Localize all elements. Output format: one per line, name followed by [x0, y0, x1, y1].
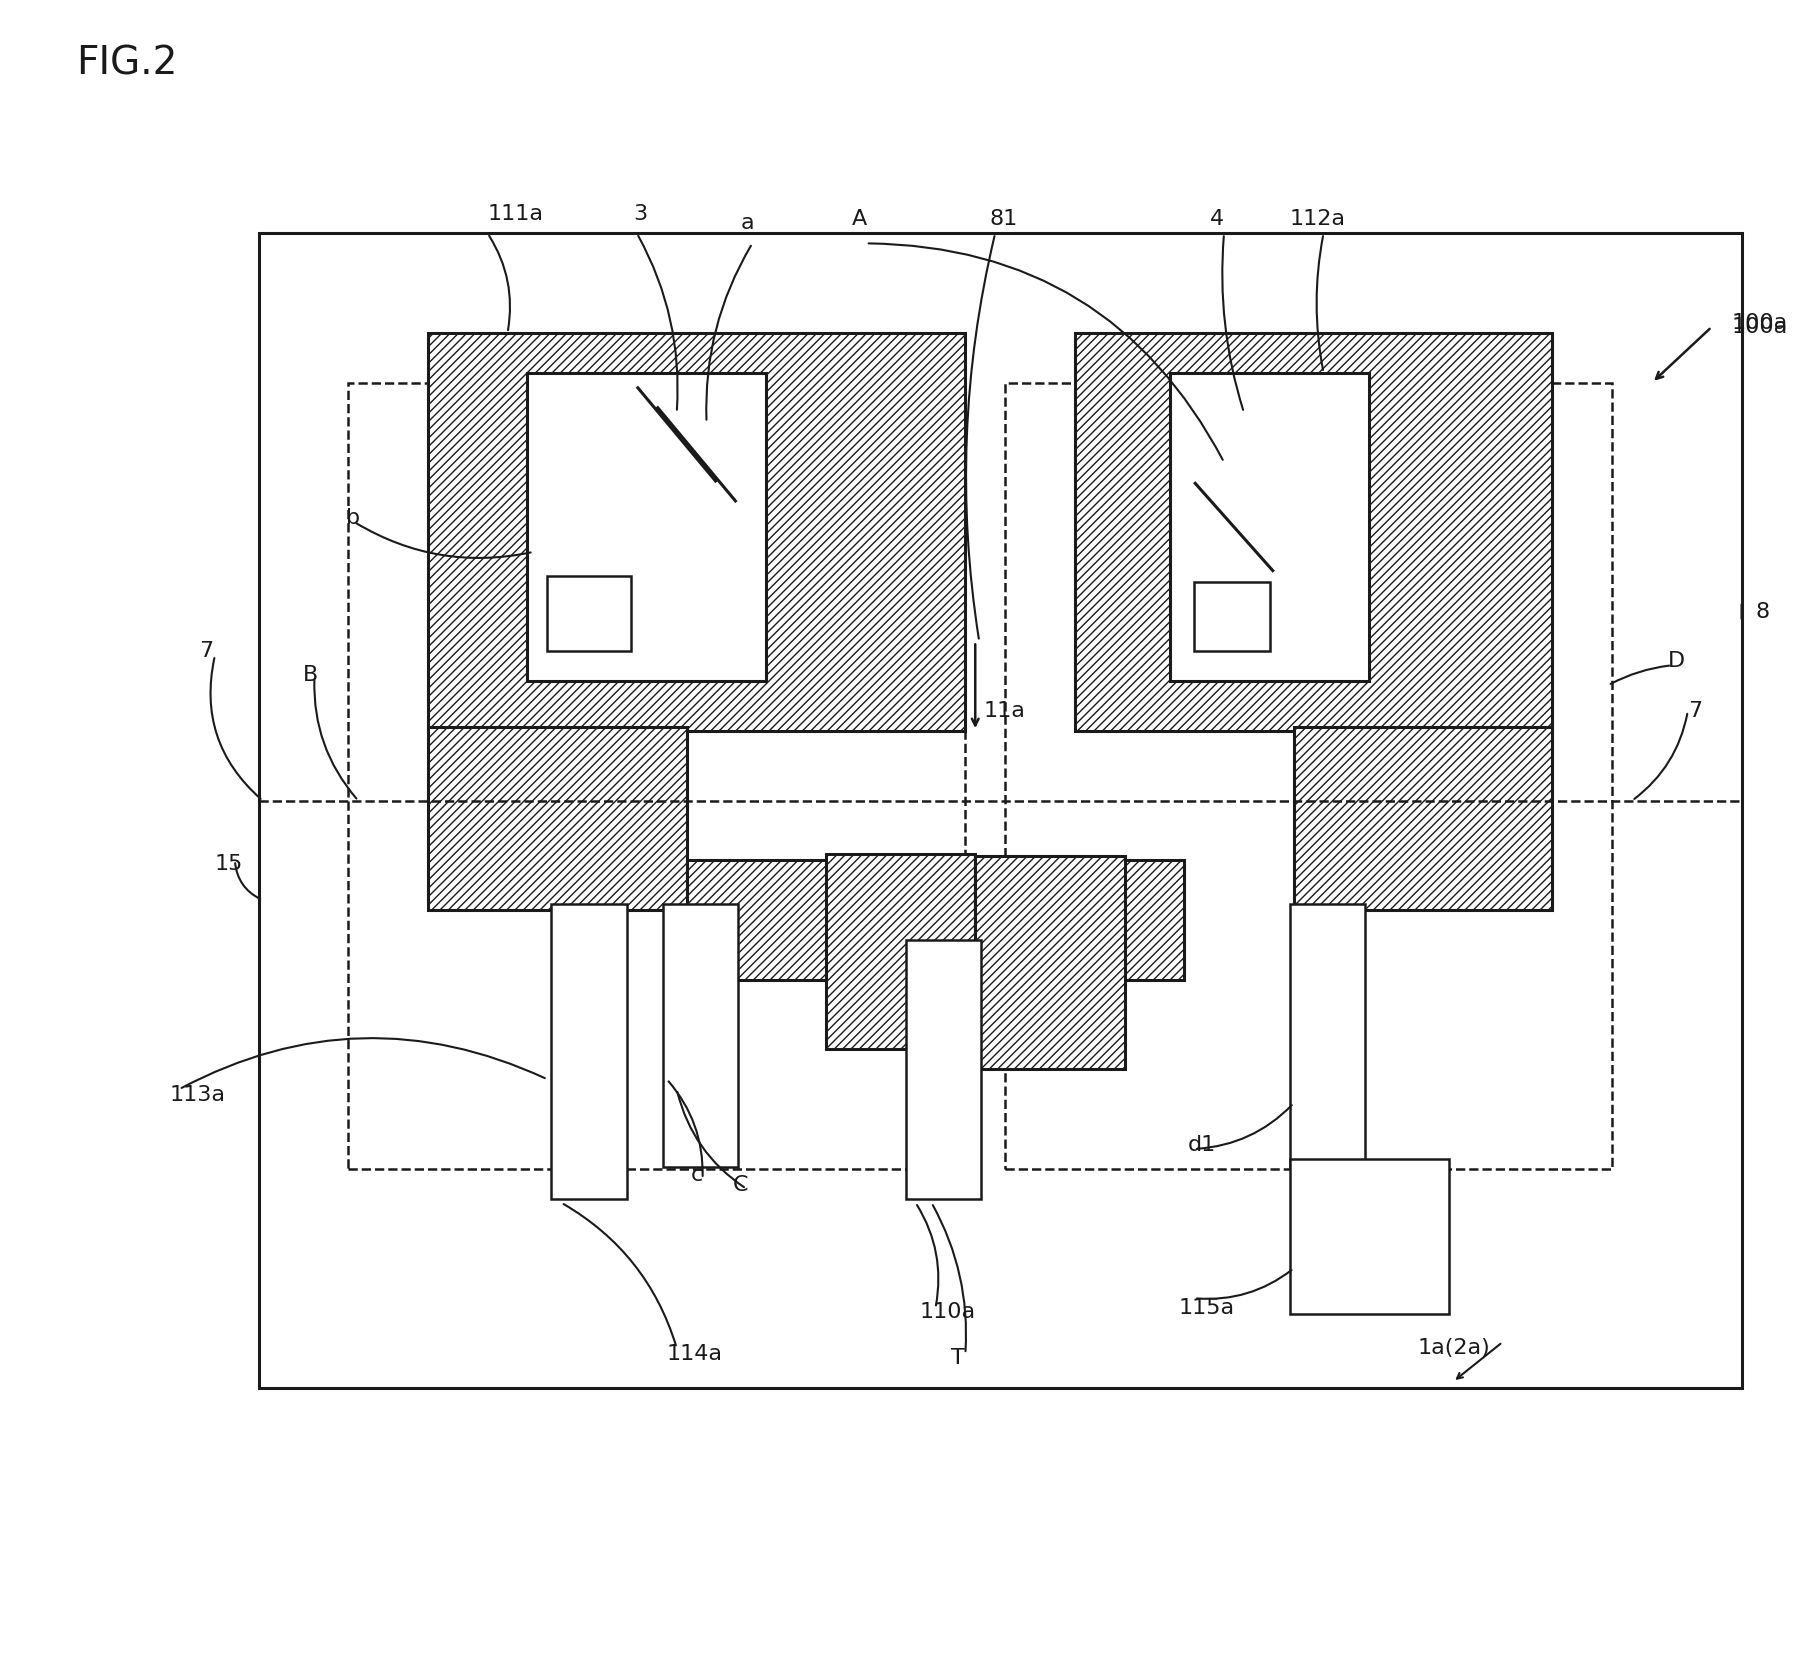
Text: 1a(2a): 1a(2a)	[1417, 1339, 1491, 1359]
Text: d1: d1	[1188, 1134, 1217, 1154]
Text: C: C	[732, 1174, 748, 1194]
Text: 7: 7	[200, 641, 214, 661]
Text: 11a: 11a	[984, 701, 1025, 721]
Bar	[1289, 1159, 1449, 1314]
Text: 81: 81	[989, 209, 1018, 229]
Bar	[1075, 332, 1552, 731]
Text: 112a: 112a	[1289, 209, 1345, 229]
Bar	[1289, 904, 1365, 1168]
Text: FIG.2: FIG.2	[76, 45, 176, 83]
Bar	[687, 860, 966, 980]
Bar	[1170, 372, 1370, 681]
Text: b: b	[347, 508, 360, 528]
Text: D: D	[1669, 651, 1685, 671]
Text: 4: 4	[1210, 209, 1224, 229]
Bar	[527, 372, 766, 681]
Text: 3: 3	[633, 204, 647, 224]
Text: 100a: 100a	[1731, 317, 1787, 337]
Text: c: c	[690, 1164, 703, 1184]
Bar	[975, 857, 1124, 1070]
Bar	[825, 854, 975, 1050]
Bar	[1295, 728, 1552, 910]
Text: B: B	[302, 666, 318, 686]
Text: 114a: 114a	[667, 1344, 723, 1364]
Bar	[547, 576, 631, 651]
Bar	[259, 234, 1742, 1389]
Text: a: a	[741, 214, 753, 234]
Text: A: A	[852, 209, 867, 229]
Text: T: T	[951, 1349, 966, 1369]
Bar	[906, 940, 982, 1199]
Bar	[1005, 382, 1613, 1169]
Text: 110a: 110a	[919, 1302, 976, 1322]
Bar	[349, 382, 966, 1169]
Bar	[552, 904, 628, 1199]
Text: 7: 7	[1688, 701, 1703, 721]
Text: 111a: 111a	[487, 204, 543, 224]
Text: 100a: 100a	[1731, 312, 1787, 332]
Text: 8: 8	[1755, 601, 1769, 621]
Bar	[428, 728, 687, 910]
Bar	[975, 860, 1185, 980]
Bar	[1194, 581, 1269, 651]
Text: 113a: 113a	[169, 1085, 225, 1105]
Bar	[428, 332, 966, 731]
Bar	[663, 904, 739, 1168]
Text: 115a: 115a	[1178, 1299, 1235, 1319]
Text: 15: 15	[216, 854, 243, 874]
